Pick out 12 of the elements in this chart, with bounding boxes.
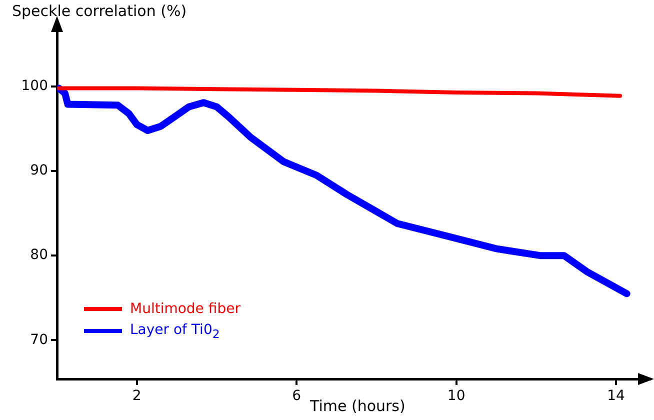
- legend-label: Layer of Ti0$_{2}$: [130, 322, 220, 340]
- x-tick-label: 6: [292, 388, 302, 404]
- y-axis-title: Speckle correlation (%): [12, 2, 187, 20]
- x-tick-label: 2: [132, 388, 142, 404]
- y-tick-label: 80: [30, 247, 48, 264]
- legend-label: Multimode fiber: [130, 301, 240, 317]
- x-tick-label: 10: [447, 388, 466, 404]
- y-tick-label: 100: [21, 78, 48, 94]
- y-tick-label: 90: [30, 162, 48, 179]
- y-tick-label: 70: [30, 332, 48, 348]
- x-tick-label: 14: [607, 388, 626, 404]
- x-axis-title: Time (hours): [310, 397, 406, 415]
